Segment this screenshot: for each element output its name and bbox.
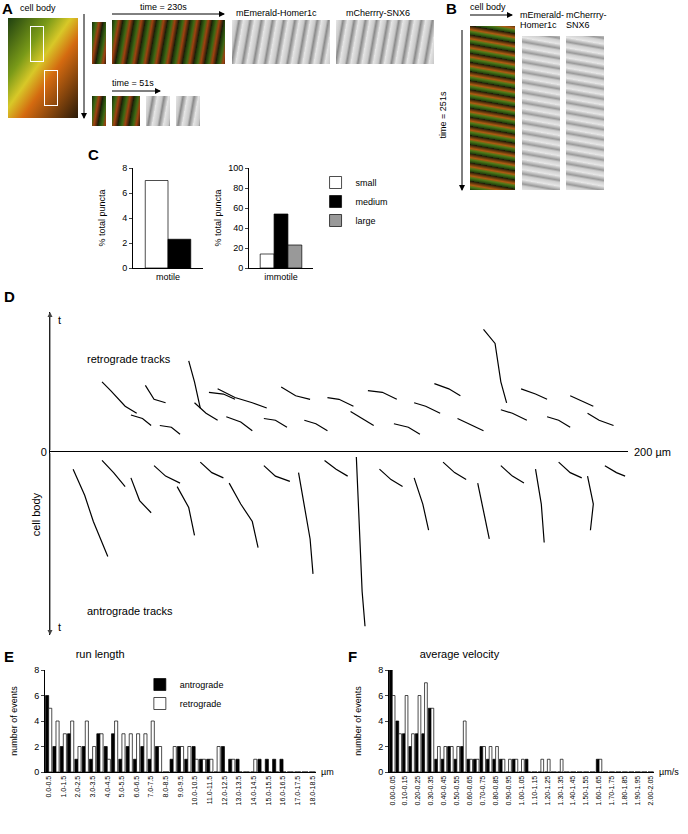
html-text:C: C bbox=[88, 146, 99, 163]
svg-text:0.30-0.35: 0.30-0.35 bbox=[427, 776, 434, 806]
svg-text:0.10-0.15: 0.10-0.15 bbox=[401, 776, 408, 806]
svg-text:17.0-17.5: 17.0-17.5 bbox=[294, 776, 301, 806]
svg-text:1.0-1.5: 1.0-1.5 bbox=[60, 776, 67, 798]
svg-text:9.0-9.5: 9.0-9.5 bbox=[177, 776, 184, 798]
svg-text:0: 0 bbox=[41, 446, 47, 458]
svg-text:14.0-14.5: 14.0-14.5 bbox=[250, 776, 257, 806]
svg-text:0.00-0.05: 0.00-0.05 bbox=[389, 776, 396, 806]
html-text:A: A bbox=[2, 0, 13, 17]
html-text:mEmerald-Homer1c: mEmerald-Homer1c bbox=[520, 10, 564, 30]
svg-text:2: 2 bbox=[378, 742, 383, 752]
svg-text:4: 4 bbox=[122, 213, 127, 223]
svg-text:6: 6 bbox=[122, 188, 127, 198]
svg-text:8: 8 bbox=[34, 665, 39, 675]
svg-text:80: 80 bbox=[233, 183, 243, 193]
svg-text:0.20-0.25: 0.20-0.25 bbox=[414, 776, 421, 806]
svg-text:0.50-0.55: 0.50-0.55 bbox=[453, 776, 460, 806]
svg-text:antrograde tracks: antrograde tracks bbox=[87, 605, 173, 617]
svg-text:1.30-1.35: 1.30-1.35 bbox=[557, 776, 564, 806]
html-text:time = 230s: time = 230s bbox=[140, 2, 187, 12]
svg-text:µm/s: µm/s bbox=[659, 767, 679, 777]
svg-text:number of events: number of events bbox=[353, 686, 363, 756]
svg-text:1.90-1.95: 1.90-1.95 bbox=[634, 776, 641, 806]
svg-text:% total puncta: % total puncta bbox=[97, 189, 107, 246]
svg-text:10.0-10.5: 10.0-10.5 bbox=[191, 776, 198, 806]
svg-text:8: 8 bbox=[378, 665, 383, 675]
svg-text:antrograde: antrograde bbox=[180, 680, 224, 690]
svg-text:1.40-1.45: 1.40-1.45 bbox=[569, 776, 576, 806]
html-text:cell body: cell body bbox=[470, 2, 506, 12]
svg-text:motile: motile bbox=[156, 272, 180, 282]
svg-text:1.20-1.25: 1.20-1.25 bbox=[544, 776, 551, 806]
svg-text:6: 6 bbox=[34, 691, 39, 701]
html-text:mCherrry-SNX6: mCherrry-SNX6 bbox=[566, 10, 607, 30]
svg-text:8.0-8.5: 8.0-8.5 bbox=[162, 776, 169, 798]
svg-text:1.80-1.85: 1.80-1.85 bbox=[621, 776, 628, 806]
svg-text:8: 8 bbox=[122, 163, 127, 173]
svg-text:average velocity: average velocity bbox=[420, 648, 500, 660]
svg-text:60: 60 bbox=[233, 203, 243, 213]
svg-text:7.0-7.5: 7.0-7.5 bbox=[147, 776, 154, 798]
svg-text:2: 2 bbox=[34, 742, 39, 752]
svg-text:t: t bbox=[58, 314, 61, 326]
svg-text:µm: µm bbox=[321, 767, 334, 777]
svg-text:medium: medium bbox=[356, 197, 388, 207]
svg-text:16.0-16.5: 16.0-16.5 bbox=[279, 776, 286, 806]
svg-text:0.40-0.45: 0.40-0.45 bbox=[440, 776, 447, 806]
svg-text:0.70-0.75: 0.70-0.75 bbox=[479, 776, 486, 806]
svg-text:1.60-1.65: 1.60-1.65 bbox=[595, 776, 602, 806]
svg-text:retrograde tracks: retrograde tracks bbox=[87, 353, 171, 365]
svg-text:3.0-3.5: 3.0-3.5 bbox=[89, 776, 96, 798]
svg-text:2: 2 bbox=[122, 238, 127, 248]
html-text:D: D bbox=[4, 288, 15, 305]
svg-text:13.0-13.5: 13.0-13.5 bbox=[235, 776, 242, 806]
html-text:cell body: cell body bbox=[20, 3, 56, 13]
svg-text:12.0-12.5: 12.0-12.5 bbox=[221, 776, 228, 806]
svg-text:200 µm: 200 µm bbox=[634, 446, 671, 458]
svg-text:1.00-1.05: 1.00-1.05 bbox=[518, 776, 525, 806]
svg-text:cell body: cell body bbox=[30, 492, 42, 536]
svg-text:11.0-11.5: 11.0-11.5 bbox=[206, 776, 213, 805]
svg-text:4.0-4.5: 4.0-4.5 bbox=[104, 776, 111, 798]
svg-text:0.0-0.5: 0.0-0.5 bbox=[45, 776, 52, 798]
html-text:B: B bbox=[446, 0, 457, 17]
svg-text:retrograde: retrograde bbox=[180, 699, 222, 709]
svg-text:immotile: immotile bbox=[264, 272, 298, 282]
svg-text:4: 4 bbox=[34, 716, 39, 726]
svg-text:% total puncta: % total puncta bbox=[213, 189, 223, 246]
svg-text:100: 100 bbox=[228, 163, 243, 173]
svg-text:40: 40 bbox=[233, 223, 243, 233]
svg-text:6: 6 bbox=[378, 691, 383, 701]
svg-text:2.00-2.05: 2.00-2.05 bbox=[647, 776, 654, 806]
svg-text:large: large bbox=[356, 216, 376, 226]
svg-text:1.10-1.15: 1.10-1.15 bbox=[531, 776, 538, 806]
svg-text:2.0-2.5: 2.0-2.5 bbox=[74, 776, 81, 798]
svg-text:18.0-18.5: 18.0-18.5 bbox=[309, 776, 316, 806]
svg-text:4: 4 bbox=[378, 716, 383, 726]
html-text:time = 51s: time = 51s bbox=[112, 78, 154, 88]
svg-text:0.90-0.95: 0.90-0.95 bbox=[505, 776, 512, 806]
svg-text:0: 0 bbox=[378, 767, 383, 777]
html-text:time = 251s: time = 251s bbox=[438, 91, 449, 139]
svg-text:0: 0 bbox=[34, 767, 39, 777]
html-text:mEmerald-Homer1c: mEmerald-Homer1c bbox=[236, 8, 317, 18]
svg-text:15.0-15.5: 15.0-15.5 bbox=[265, 776, 272, 806]
svg-text:1.50-1.55: 1.50-1.55 bbox=[582, 776, 589, 806]
svg-text:run length: run length bbox=[76, 648, 125, 660]
svg-text:0: 0 bbox=[122, 263, 127, 273]
svg-text:t: t bbox=[58, 621, 61, 633]
svg-text:0.60-0.65: 0.60-0.65 bbox=[466, 776, 473, 806]
svg-text:6.0-6.5: 6.0-6.5 bbox=[133, 776, 140, 798]
svg-text:1.70-1.75: 1.70-1.75 bbox=[608, 776, 615, 806]
svg-text:5.0-5.5: 5.0-5.5 bbox=[118, 776, 125, 798]
html-text:F: F bbox=[348, 648, 358, 665]
svg-text:number of events: number of events bbox=[9, 686, 19, 756]
svg-text:0: 0 bbox=[238, 263, 243, 273]
html-text:E: E bbox=[4, 648, 14, 665]
html-text:mCherrry-SNX6: mCherrry-SNX6 bbox=[346, 8, 410, 18]
svg-text:0.80-0.85: 0.80-0.85 bbox=[492, 776, 499, 806]
svg-text:small: small bbox=[356, 178, 377, 188]
svg-text:20: 20 bbox=[233, 243, 243, 253]
